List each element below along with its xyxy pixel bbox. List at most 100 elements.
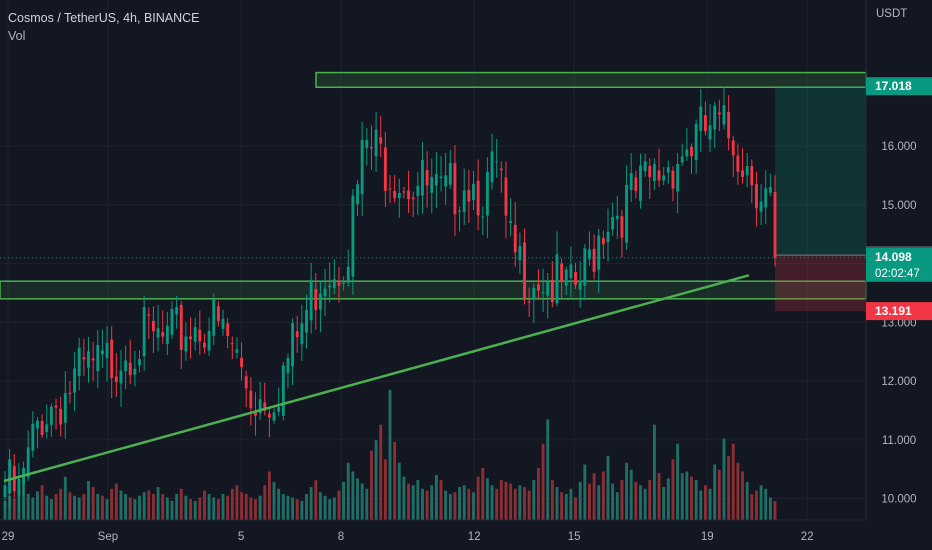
volume-bar: [407, 483, 410, 520]
candle-body: [629, 173, 633, 191]
candle-body: [518, 246, 522, 261]
price-tick-label: 11.000: [882, 435, 916, 447]
volume-bar: [91, 487, 95, 520]
volume-bar: [425, 490, 429, 520]
candle-body: [523, 242, 526, 300]
candle-body: [764, 188, 768, 208]
candle-body: [439, 176, 443, 179]
volume-bar: [179, 488, 183, 520]
volume-bar: [402, 476, 406, 520]
candle-body: [281, 365, 285, 416]
volume-bar: [592, 473, 596, 520]
candle-body: [458, 210, 462, 212]
candle-body: [360, 139, 364, 195]
volume-bar: [472, 492, 475, 520]
candle-body: [189, 336, 192, 340]
price-tick-label: 13.000: [881, 317, 916, 329]
volume-bar: [100, 495, 104, 520]
price-tag-value: 14.098: [875, 250, 912, 264]
volume-bar: [138, 495, 141, 520]
candle-body: [416, 185, 420, 196]
candle-body: [727, 112, 731, 139]
candle-body: [142, 307, 146, 357]
volume-bar: [216, 499, 220, 520]
volume-bar: [73, 495, 77, 520]
candle-body: [713, 105, 717, 130]
volume-bar: [230, 488, 234, 520]
volume-bar: [434, 474, 438, 520]
candle-body: [73, 368, 77, 393]
volume-bar: [648, 480, 652, 520]
volume-bar: [295, 499, 299, 520]
candle-body: [8, 459, 12, 494]
candle-body: [694, 123, 698, 161]
volume-bar: [323, 495, 327, 520]
volume-bar: [128, 497, 132, 520]
volume-bar: [490, 485, 494, 520]
candle-body: [430, 176, 434, 193]
volume-bar: [207, 494, 211, 520]
symbol-title[interactable]: Cosmos / TetherUS, 4h, BINANCE: [8, 11, 200, 25]
candle-body: [96, 344, 100, 371]
candle-body: [578, 280, 582, 290]
volume-bar: [745, 481, 749, 520]
candle-body: [750, 166, 754, 186]
volume-bar: [26, 494, 30, 520]
chart-legend: Cosmos / TetherUS, 4h, BINANCE Vol: [8, 9, 200, 45]
time-tick-label: 22: [801, 531, 814, 543]
volume-bars: [3, 390, 777, 520]
volume-bar: [773, 500, 777, 520]
candle-body: [476, 180, 480, 216]
candle-body: [258, 399, 262, 414]
candle-body: [63, 393, 67, 423]
volume-bar: [416, 480, 420, 520]
candle-body: [212, 299, 216, 336]
volume-indicator-label[interactable]: Vol: [8, 29, 26, 43]
volume-bar: [77, 497, 81, 520]
candle-body: [3, 485, 7, 498]
volume-bar: [662, 487, 666, 520]
candle-body: [555, 254, 559, 304]
candle-body: [745, 166, 749, 176]
volume-bar: [750, 494, 754, 520]
volume-bar: [31, 497, 35, 520]
candle-body: [699, 106, 703, 131]
candle-body: [272, 412, 276, 421]
volume-bar: [708, 488, 712, 520]
candle-body: [105, 342, 109, 358]
candle-body: [295, 331, 299, 338]
volume-bar: [680, 473, 684, 520]
candle-body: [332, 279, 336, 288]
candle-body: [509, 220, 513, 223]
candle-body: [541, 292, 545, 294]
candle-body: [68, 392, 72, 394]
volume-bar: [685, 471, 689, 520]
candle-body: [36, 420, 39, 429]
candle-body: [652, 164, 656, 182]
candle-body: [267, 413, 271, 418]
volume-bar: [267, 471, 271, 520]
candle-body: [318, 293, 322, 310]
volume-bar: [189, 499, 192, 520]
candle-body: [138, 359, 141, 366]
candle-body: [40, 420, 44, 436]
drawings: [0, 71, 867, 312]
candle-body: [671, 170, 675, 189]
volume-bar: [397, 462, 401, 520]
volume-bar: [360, 483, 364, 520]
candle-body: [564, 269, 568, 286]
candle-body: [128, 362, 132, 376]
volume-bar: [175, 494, 179, 520]
price-tag-box: [866, 302, 932, 321]
volume-bar: [342, 481, 346, 520]
volume-bar: [332, 497, 336, 520]
time-tick-label: 8: [338, 531, 344, 543]
volume-bar: [671, 459, 675, 520]
price-tag-countdown: 02:02:47: [875, 268, 920, 280]
volume-bar: [676, 443, 680, 520]
candle-body: [703, 115, 707, 132]
candle-body: [532, 287, 536, 300]
volume-bar: [555, 487, 559, 520]
candle-body: [407, 190, 410, 200]
